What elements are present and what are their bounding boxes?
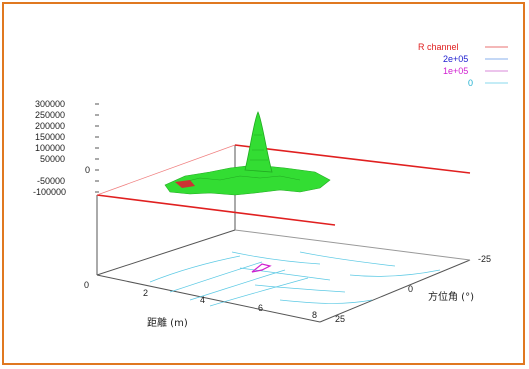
green-surface <box>164 111 331 196</box>
x-tick-label: 0 <box>84 280 89 290</box>
z-tick-label: -50000 <box>37 176 65 186</box>
floor-contours <box>149 251 441 307</box>
plane-front-edge <box>96 194 336 226</box>
y-tick-labels: -25 0 25 <box>335 254 491 324</box>
y-tick-label: 25 <box>335 314 345 324</box>
floor-contour-peak <box>251 263 272 273</box>
x-tick-label: 4 <box>200 295 205 305</box>
legend-label-r-channel: R channel <box>418 42 459 52</box>
plane-left-edge <box>96 144 236 196</box>
floor-left-edge <box>96 229 236 276</box>
legend-label-1e05: 1e+05 <box>443 66 468 76</box>
x-axis-label: 距離 (m) <box>147 316 188 329</box>
z-tick-label: 200000 <box>35 121 65 131</box>
z-tick-label: 250000 <box>35 110 65 120</box>
z-tick-label: 0 <box>85 165 90 175</box>
z-tick-labels: 300000 250000 200000 150000 100000 50000… <box>33 99 90 197</box>
y-tick-label: -25 <box>478 254 491 264</box>
x-tick-label: 6 <box>258 303 263 313</box>
plane-back-edge <box>234 144 471 174</box>
floor-front-edge <box>96 274 321 323</box>
box-edges <box>96 145 471 323</box>
z-tick-label: 150000 <box>35 132 65 142</box>
z-tick-label: 300000 <box>35 99 65 109</box>
z-tick-label: -100000 <box>33 187 66 197</box>
floor-back-edge <box>234 229 471 261</box>
legend-label-0: 0 <box>468 78 473 88</box>
z-tick-label: 100000 <box>35 143 65 153</box>
x-tick-labels: 0 2 4 6 8 <box>84 280 317 320</box>
legend: R channel 2e+05 1e+05 0 <box>418 42 508 88</box>
legend-label-2e05: 2e+05 <box>443 54 468 64</box>
floor-right-edge <box>319 259 471 323</box>
zero-plane-edges <box>96 144 471 226</box>
z-tick-label: 50000 <box>40 154 65 164</box>
x-tick-label: 2 <box>143 288 148 298</box>
y-tick-label: 0 <box>408 284 413 294</box>
x-tick-label: 8 <box>312 310 317 320</box>
y-axis-label: 方位角 (°) <box>428 290 474 303</box>
z-axis-ticks <box>95 103 99 193</box>
